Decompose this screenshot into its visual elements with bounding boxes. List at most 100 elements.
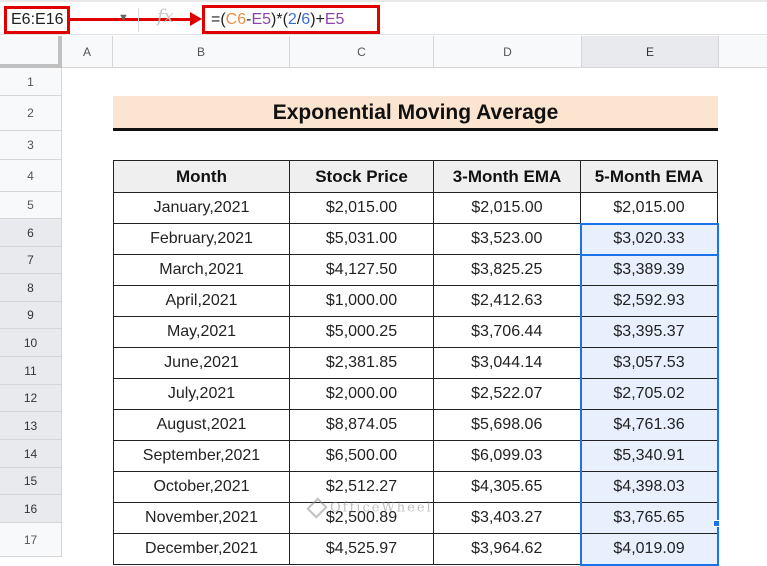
- column-header-b[interactable]: B: [113, 36, 290, 68]
- formula-bar: E6:E16 ▼ fx =(C6-E5)*(2/6)+E5: [0, 0, 767, 35]
- cell-3-month-ema[interactable]: $4,305.65: [433, 471, 581, 503]
- cell-stock-price[interactable]: $4,127.50: [289, 254, 434, 286]
- row-header-3[interactable]: 3: [0, 131, 62, 160]
- cell-3-month-ema[interactable]: $2,015.00: [433, 192, 581, 224]
- cell-3-month-ema[interactable]: $3,964.62: [433, 533, 581, 565]
- annotation-arrow: [70, 18, 192, 21]
- row-header-16[interactable]: 16: [0, 495, 62, 523]
- cell-5-month-ema[interactable]: $3,389.39: [579, 254, 719, 286]
- row-header-9[interactable]: 9: [0, 302, 62, 329]
- cell-5-month-ema[interactable]: $3,395.37: [579, 316, 719, 348]
- divider: [138, 8, 139, 32]
- header-5-month-ema[interactable]: 5-Month EMA: [580, 160, 718, 193]
- cell-stock-price[interactable]: $2,000.00: [289, 378, 434, 410]
- cell-5-month-ema[interactable]: $3,020.33: [579, 222, 719, 256]
- table-row: May,2021 $5,000.25 $3,706.44 $3,395.37: [113, 316, 719, 348]
- cell-5-month-ema[interactable]: $5,340.91: [579, 440, 719, 472]
- cell-5-month-ema[interactable]: $3,765.65: [579, 502, 719, 534]
- column-header-a[interactable]: A: [62, 36, 113, 68]
- cell-3-month-ema[interactable]: $5,698.06: [433, 409, 581, 441]
- name-box[interactable]: E6:E16: [4, 6, 70, 34]
- cell-stock-price[interactable]: $2,512.27: [289, 471, 434, 503]
- cell-month[interactable]: November,2021: [113, 502, 290, 534]
- row-header-4[interactable]: 4: [0, 160, 62, 192]
- watermark-logo-icon: [306, 497, 328, 519]
- formula-text: /: [296, 11, 302, 28]
- cell-3-month-ema[interactable]: $3,044.14: [433, 347, 581, 379]
- table-row: February,2021 $5,031.00 $3,523.00 $3,020.33: [113, 222, 719, 256]
- cell-stock-price[interactable]: $4,525.97: [289, 533, 434, 565]
- cell-month[interactable]: May,2021: [113, 316, 290, 348]
- cell-month[interactable]: August,2021: [113, 409, 290, 441]
- cell-stock-price[interactable]: $2,381.85: [289, 347, 434, 379]
- row-header-1[interactable]: 1: [0, 68, 62, 96]
- formula-ref-c6: C6: [225, 11, 247, 28]
- header-month[interactable]: Month: [113, 160, 290, 193]
- cell-5-month-ema[interactable]: $2,705.02: [579, 378, 719, 410]
- name-box-dropdown-icon[interactable]: ▼: [118, 12, 129, 24]
- cell-month[interactable]: March,2021: [113, 254, 290, 286]
- row-header-6[interactable]: 6: [0, 219, 62, 247]
- formula-ref-e5: E5: [251, 11, 272, 28]
- sheet-title[interactable]: Exponential Moving Average: [113, 96, 718, 131]
- table-row: April,2021 $1,000.00 $2,412.63 $2,592.93: [113, 285, 719, 317]
- cell-stock-price[interactable]: $5,031.00: [289, 223, 434, 255]
- cell-stock-price[interactable]: $1,000.00: [289, 285, 434, 317]
- cell-5-month-ema[interactable]: $4,398.03: [579, 471, 719, 503]
- cell-month[interactable]: June,2021: [113, 347, 290, 379]
- table-row: March,2021 $4,127.50 $3,825.25 $3,389.39: [113, 254, 719, 286]
- header-row: Month Stock Price 3-Month EMA 5-Month EM…: [113, 160, 718, 193]
- cell-3-month-ema[interactable]: $3,403.27: [433, 502, 581, 534]
- cell-3-month-ema[interactable]: $3,706.44: [433, 316, 581, 348]
- column-header-c[interactable]: C: [290, 36, 434, 68]
- fill-handle[interactable]: [713, 520, 720, 527]
- formula-text: )+: [310, 11, 325, 28]
- cell-stock-price[interactable]: $5,000.25: [289, 316, 434, 348]
- formula-text: )*(: [271, 11, 288, 28]
- cell-month[interactable]: December,2021: [113, 533, 290, 565]
- row-header-10[interactable]: 10: [0, 329, 62, 357]
- cell-5-month-ema[interactable]: $3,057.53: [579, 347, 719, 379]
- header-stock-price[interactable]: Stock Price: [289, 160, 434, 193]
- table-row: July,2021 $2,000.00 $2,522.07 $2,705.02: [113, 378, 719, 410]
- cell-month[interactable]: January,2021: [113, 192, 290, 224]
- cell-3-month-ema[interactable]: $3,523.00: [433, 223, 581, 255]
- row-header-2[interactable]: 2: [0, 96, 62, 131]
- table-row: December,2021 $4,525.97 $3,964.62 $4,019.09: [113, 533, 719, 566]
- cell-month[interactable]: July,2021: [113, 378, 290, 410]
- formula-number: 2: [287, 11, 297, 28]
- cell-stock-price[interactable]: $6,500.00: [289, 440, 434, 472]
- cell-month[interactable]: October,2021: [113, 471, 290, 503]
- cell-3-month-ema[interactable]: $2,412.63: [433, 285, 581, 317]
- cell-month[interactable]: February,2021: [113, 223, 290, 255]
- row-header-8[interactable]: 8: [0, 274, 62, 302]
- row-header-13[interactable]: 13: [0, 412, 62, 440]
- row-header-17[interactable]: 17: [0, 523, 62, 557]
- cell-5-month-ema[interactable]: $4,019.09: [579, 533, 719, 566]
- table-row: August,2021 $8,874.05 $5,698.06 $4,761.36: [113, 409, 719, 441]
- cell-5-month-ema[interactable]: $2,592.93: [579, 285, 719, 317]
- table-row: September,2021 $6,500.00 $6,099.03 $5,340.9…: [113, 440, 719, 472]
- cell-3-month-ema[interactable]: $2,522.07: [433, 378, 581, 410]
- cell-stock-price[interactable]: $8,874.05: [289, 409, 434, 441]
- header-3-month-ema[interactable]: 3-Month EMA: [433, 160, 581, 193]
- cell-3-month-ema[interactable]: $3,825.25: [433, 254, 581, 286]
- column-header-f[interactable]: [719, 36, 767, 68]
- row-header-12[interactable]: 12: [0, 385, 62, 412]
- fx-icon: fx: [157, 6, 174, 27]
- cell-month[interactable]: September,2021: [113, 440, 290, 472]
- cell-month[interactable]: April,2021: [113, 285, 290, 317]
- cell-5-month-ema[interactable]: $4,761.36: [579, 409, 719, 441]
- row-header-11[interactable]: 11: [0, 357, 62, 385]
- cell-stock-price[interactable]: $2,015.00: [289, 192, 434, 224]
- cell-3-month-ema[interactable]: $6,099.03: [433, 440, 581, 472]
- cell-5-month-ema[interactable]: $2,015.00: [580, 192, 718, 224]
- row-header-5[interactable]: 5: [0, 192, 62, 219]
- column-header-e[interactable]: E: [582, 36, 719, 68]
- select-all-corner[interactable]: [0, 36, 62, 68]
- formula-input[interactable]: =(C6-E5)*(2/6)+E5: [202, 5, 380, 34]
- row-header-14[interactable]: 14: [0, 440, 62, 468]
- row-header-7[interactable]: 7: [0, 247, 62, 274]
- row-header-15[interactable]: 15: [0, 468, 62, 495]
- column-header-d[interactable]: D: [434, 36, 582, 68]
